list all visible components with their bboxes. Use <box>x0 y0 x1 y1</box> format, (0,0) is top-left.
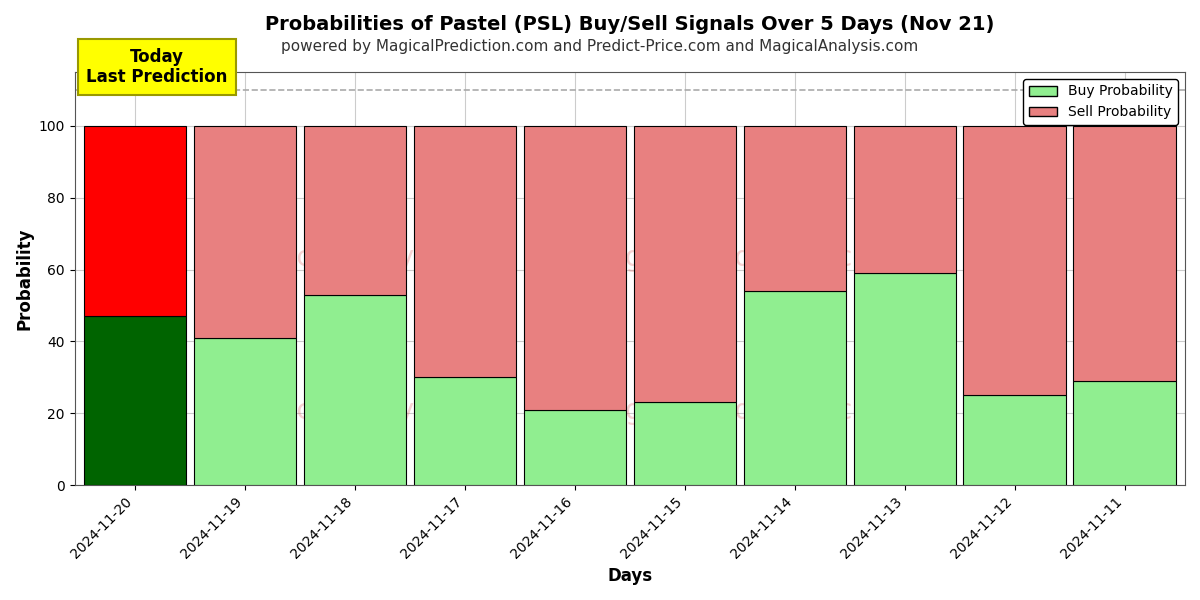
Bar <box>523 126 626 410</box>
Bar <box>744 291 846 485</box>
Legend: Buy Probability, Sell Probability: Buy Probability, Sell Probability <box>1024 79 1178 125</box>
Text: Today
Last Prediction: Today Last Prediction <box>86 47 228 86</box>
Bar <box>853 126 955 273</box>
Bar <box>964 126 1066 395</box>
Bar <box>84 126 186 316</box>
Title: Probabilities of Pastel (PSL) Buy/Sell Signals Over 5 Days (Nov 21): Probabilities of Pastel (PSL) Buy/Sell S… <box>265 16 995 34</box>
Bar <box>853 273 955 485</box>
Bar <box>964 395 1066 485</box>
Bar <box>414 126 516 377</box>
Bar <box>414 377 516 485</box>
Bar <box>1074 381 1176 485</box>
X-axis label: Days: Days <box>607 567 653 585</box>
Bar <box>634 126 736 403</box>
Bar <box>304 295 406 485</box>
Text: MagicalAnalysis.com: MagicalAnalysis.com <box>230 244 518 272</box>
Bar <box>634 403 736 485</box>
Bar <box>84 316 186 485</box>
Text: powered by MagicalPrediction.com and Predict-Price.com and MagicalAnalysis.com: powered by MagicalPrediction.com and Pre… <box>281 39 919 54</box>
Bar <box>744 126 846 291</box>
Bar <box>523 410 626 485</box>
Bar <box>194 126 296 338</box>
Bar <box>304 126 406 295</box>
Y-axis label: Probability: Probability <box>16 227 34 330</box>
Bar <box>1074 126 1176 381</box>
Text: MagicalPrediction.com: MagicalPrediction.com <box>584 244 898 272</box>
Bar <box>194 338 296 485</box>
Text: MagicalPrediction.com: MagicalPrediction.com <box>584 397 898 425</box>
Text: MagicalAnalysis.com: MagicalAnalysis.com <box>230 397 518 425</box>
